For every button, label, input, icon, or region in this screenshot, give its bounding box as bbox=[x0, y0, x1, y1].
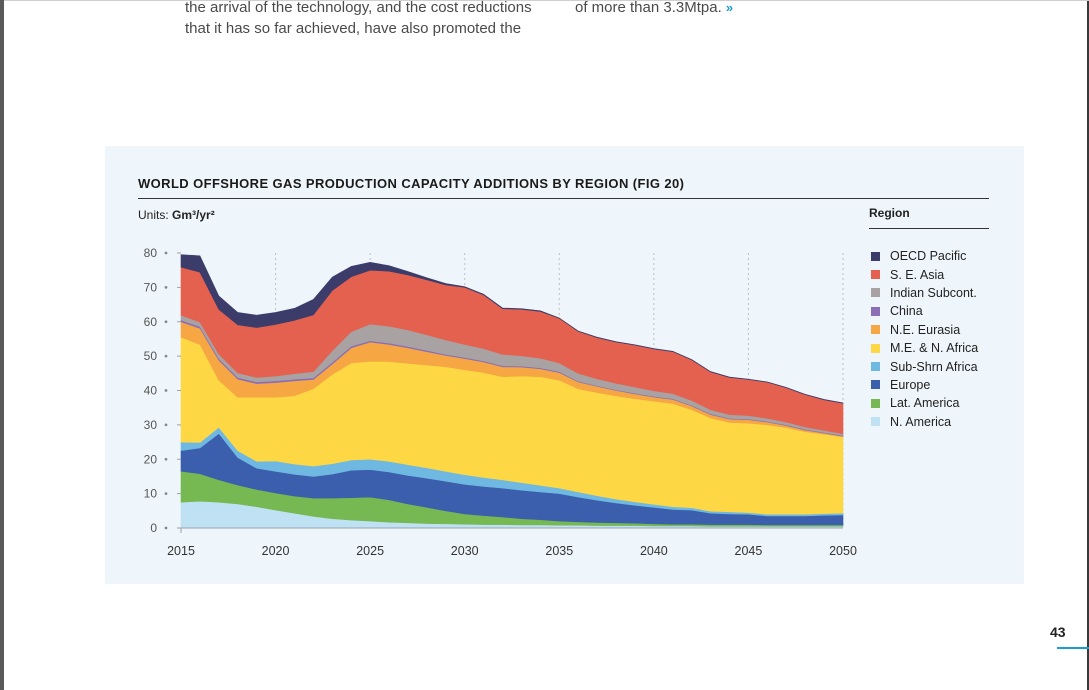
legend-label: N.E. Eurasia bbox=[890, 322, 961, 337]
legend-label: M.E. & N. Africa bbox=[890, 341, 979, 356]
area-oecd-pacific bbox=[180, 254, 844, 404]
legend-swatch bbox=[871, 288, 880, 298]
legend-label: S. E. Asia bbox=[890, 267, 945, 282]
y-tick-dot-70 bbox=[164, 285, 168, 289]
chart-legend: OECD Pacific S. E. Asia Indian Subcont. Chi… bbox=[871, 247, 978, 431]
viewer-left-edge bbox=[0, 0, 4, 690]
legend-label: OECD Pacific bbox=[890, 249, 967, 264]
x-tick-label-2050: 2050 bbox=[829, 544, 857, 558]
y-tick-label-10: 10 bbox=[144, 487, 158, 501]
y-tick-dot-60 bbox=[164, 320, 168, 324]
units-label: Units: bbox=[138, 208, 169, 222]
x-tick-label-2015: 2015 bbox=[167, 544, 195, 558]
legend-item-lat-america: Lat. America bbox=[871, 394, 978, 412]
y-tick-dot-80 bbox=[164, 251, 168, 255]
legend-item-oecd-pacific: OECD Pacific bbox=[871, 247, 978, 265]
legend-item-m-e-n-africa: M.E. & N. Africa bbox=[871, 339, 978, 357]
legend-label: Sub-Shrn Africa bbox=[890, 359, 978, 374]
chart-title-rule bbox=[138, 198, 989, 199]
legend-swatch bbox=[871, 306, 880, 316]
y-tick-label-80: 80 bbox=[144, 246, 158, 260]
legend-item-n-america: N. America bbox=[871, 413, 978, 431]
page-number: 43 bbox=[1050, 624, 1066, 640]
y-tick-dot-20 bbox=[164, 457, 168, 461]
legend-swatch bbox=[871, 362, 880, 372]
body-text-line: of more than 3.3Mtpa. bbox=[575, 0, 722, 16]
y-tick-dot-10 bbox=[164, 492, 168, 496]
legend-label: N. America bbox=[890, 414, 952, 429]
y-tick-label-30: 30 bbox=[144, 418, 158, 432]
units-value: Gm³/yr² bbox=[172, 208, 215, 222]
legend-item-europe: Europe bbox=[871, 376, 978, 394]
chart-title: WORLD OFFSHORE GAS PRODUCTION CAPACITY A… bbox=[138, 176, 685, 191]
body-text-left-column: the arrival of the technology, and the c… bbox=[185, 0, 545, 39]
y-tick-dot-40 bbox=[164, 389, 168, 392]
legend-label: Indian Subcont. bbox=[890, 285, 977, 300]
viewer-right-edge bbox=[1087, 0, 1089, 690]
x-tick-label-2045: 2045 bbox=[735, 544, 763, 558]
y-tick-label-40: 40 bbox=[144, 384, 158, 398]
page-number-rule bbox=[1057, 647, 1089, 649]
legend-swatch bbox=[871, 270, 880, 280]
y-tick-label-70: 70 bbox=[144, 280, 158, 294]
body-text-right-column: of more than 3.3Mtpa. » bbox=[575, 0, 775, 18]
legend-label: Lat. America bbox=[890, 396, 960, 411]
legend-item-n-e-eurasia: N.E. Eurasia bbox=[871, 321, 978, 339]
x-tick-label-2025: 2025 bbox=[356, 544, 384, 558]
legend-swatch bbox=[871, 380, 880, 390]
y-tick-label-20: 20 bbox=[144, 452, 158, 466]
chart-units: Units: Gm³/yr² bbox=[138, 208, 215, 222]
legend-swatch bbox=[871, 417, 880, 427]
page-top-rule bbox=[4, 0, 1089, 1]
legend-item-sub-shrn-africa: Sub-Shrn Africa bbox=[871, 357, 978, 375]
legend-swatch bbox=[871, 398, 880, 408]
y-tick-label-60: 60 bbox=[144, 315, 158, 329]
y-tick-label-0: 0 bbox=[150, 521, 157, 535]
x-tick-label-2040: 2040 bbox=[640, 544, 668, 558]
y-tick-dot-30 bbox=[164, 423, 168, 427]
legend-label: Europe bbox=[890, 377, 931, 392]
legend-swatch bbox=[871, 251, 880, 261]
legend-rule bbox=[869, 228, 989, 229]
y-tick-dot-50 bbox=[164, 354, 168, 358]
body-text-line: that it has so far achieved, have also p… bbox=[185, 20, 522, 37]
legend-swatch bbox=[871, 343, 880, 353]
y-tick-dot-0 bbox=[164, 526, 168, 530]
y-tick-label-50: 50 bbox=[144, 349, 158, 363]
legend-swatch bbox=[871, 325, 880, 335]
x-tick-label-2030: 2030 bbox=[451, 544, 479, 558]
legend-title: Region bbox=[869, 206, 910, 220]
legend-label: China bbox=[890, 304, 923, 319]
legend-item-china: China bbox=[871, 302, 978, 320]
legend-item-s-e-asia: S. E. Asia bbox=[871, 265, 978, 283]
x-tick-label-2035: 2035 bbox=[545, 544, 573, 558]
legend-item-indian-subcont: Indian Subcont. bbox=[871, 284, 978, 302]
continue-chevron-icon[interactable]: » bbox=[725, 0, 734, 15]
body-text-line: the arrival of the technology, and the c… bbox=[185, 0, 532, 16]
x-tick-label-2020: 2020 bbox=[262, 544, 290, 558]
